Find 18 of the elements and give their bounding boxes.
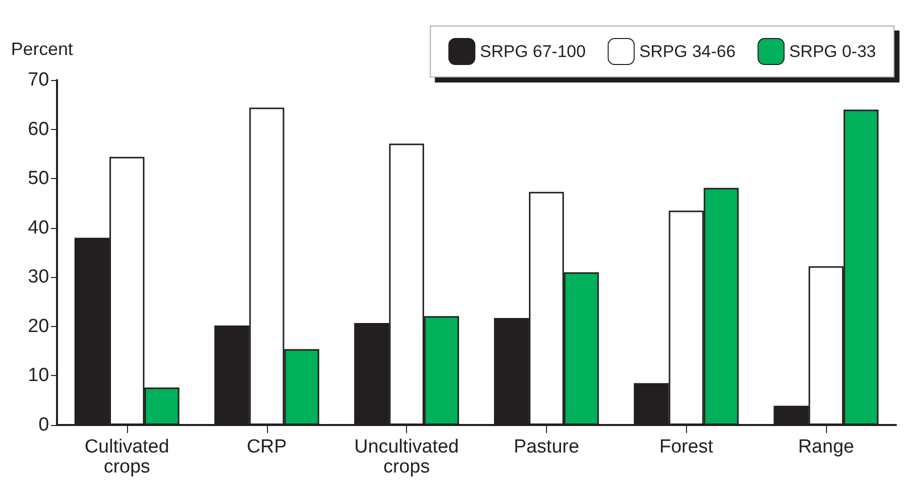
y-tick-label: 10 (28, 365, 50, 386)
y-tick-label: 60 (28, 118, 50, 140)
y-tick-label: 0 (38, 414, 50, 436)
y-tick-label: 50 (28, 168, 50, 190)
legend-label: SRPG 0-33 (789, 42, 876, 61)
legend-label: SRPG 67-100 (480, 42, 586, 61)
x-tick-label: Forest (659, 436, 714, 458)
y-tick-label: 70 (28, 70, 50, 90)
y-tick-label: 40 (28, 217, 50, 238)
y-tick-label: 30 (28, 266, 50, 288)
x-tick-label: Uncultivated crops (354, 436, 459, 478)
x-tick-label: Range (798, 436, 854, 458)
x-tick-label: Pasture (514, 436, 580, 458)
x-tick-label: CRP (246, 436, 287, 458)
y-tick-label: 20 (28, 316, 50, 337)
x-tick-label: Cultivated crops (84, 436, 170, 478)
y-axis-title: Percent (10, 39, 74, 59)
legend-label: SRPG 34-66 (639, 42, 736, 61)
